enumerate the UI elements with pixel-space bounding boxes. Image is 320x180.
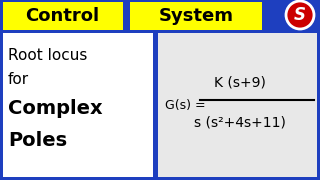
Text: Control: Control bbox=[25, 7, 99, 25]
FancyBboxPatch shape bbox=[3, 33, 153, 177]
Circle shape bbox=[286, 1, 314, 29]
Text: Poles: Poles bbox=[8, 130, 67, 150]
Text: G(s) =: G(s) = bbox=[165, 98, 206, 111]
Text: Root locus: Root locus bbox=[8, 48, 87, 62]
Text: s (s²+4s+11): s (s²+4s+11) bbox=[194, 115, 286, 129]
Text: Complex: Complex bbox=[8, 98, 103, 118]
Text: System: System bbox=[158, 7, 234, 25]
FancyBboxPatch shape bbox=[3, 2, 123, 30]
FancyBboxPatch shape bbox=[158, 33, 317, 177]
FancyBboxPatch shape bbox=[130, 2, 262, 30]
Text: K (s+9): K (s+9) bbox=[214, 75, 266, 89]
Text: for: for bbox=[8, 73, 29, 87]
Text: S: S bbox=[294, 6, 306, 24]
